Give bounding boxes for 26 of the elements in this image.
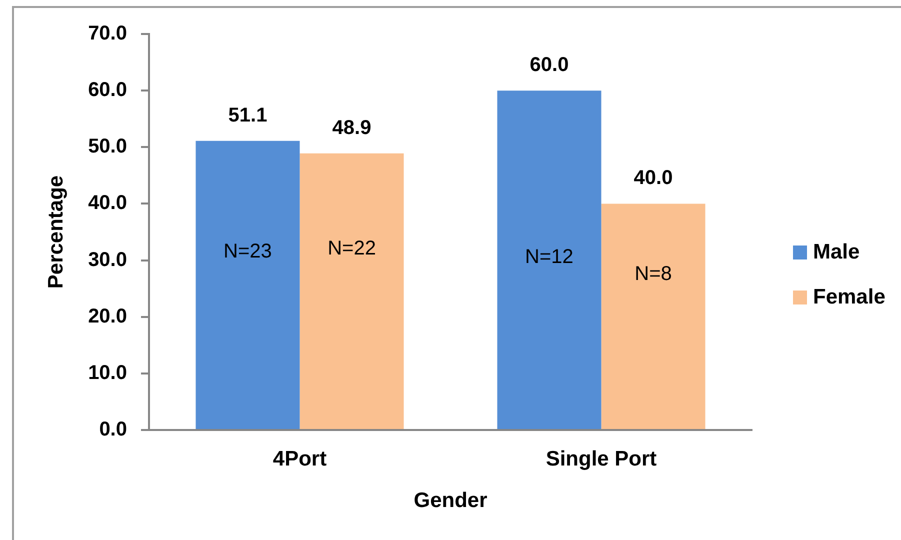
x-axis-title: Gender <box>414 489 488 512</box>
y-tick-label: 30.0 <box>88 248 127 271</box>
legend-label: Female <box>813 285 886 308</box>
annotation: N=23 <box>224 240 272 262</box>
y-tick-label: 40.0 <box>88 192 127 214</box>
x-tick-label: Single Port <box>546 447 657 470</box>
y-tick-label: 20.0 <box>88 305 127 328</box>
x-tick-label: 4Port <box>272 447 327 470</box>
annotation: N=22 <box>328 237 376 260</box>
data-label: 51.1 <box>228 104 268 126</box>
annotation: N=8 <box>634 262 672 285</box>
data-label: 60.0 <box>530 54 569 76</box>
y-tick-label: 0.0 <box>99 418 127 441</box>
y-tick-label: 10.0 <box>88 362 127 384</box>
bar <box>300 153 404 429</box>
y-tick-label: 50.0 <box>88 136 127 158</box>
legend-label: Male <box>813 240 860 264</box>
bar <box>601 204 706 429</box>
bar <box>196 140 300 429</box>
annotation: N=12 <box>525 246 574 268</box>
y-tick-label: 60.0 <box>88 79 127 102</box>
data-label: 40.0 <box>634 167 673 190</box>
data-label: 48.9 <box>332 116 372 139</box>
y-tick-label: 70.0 <box>88 22 127 45</box>
bar <box>497 90 602 429</box>
y-axis-title: Percentage <box>44 175 68 289</box>
